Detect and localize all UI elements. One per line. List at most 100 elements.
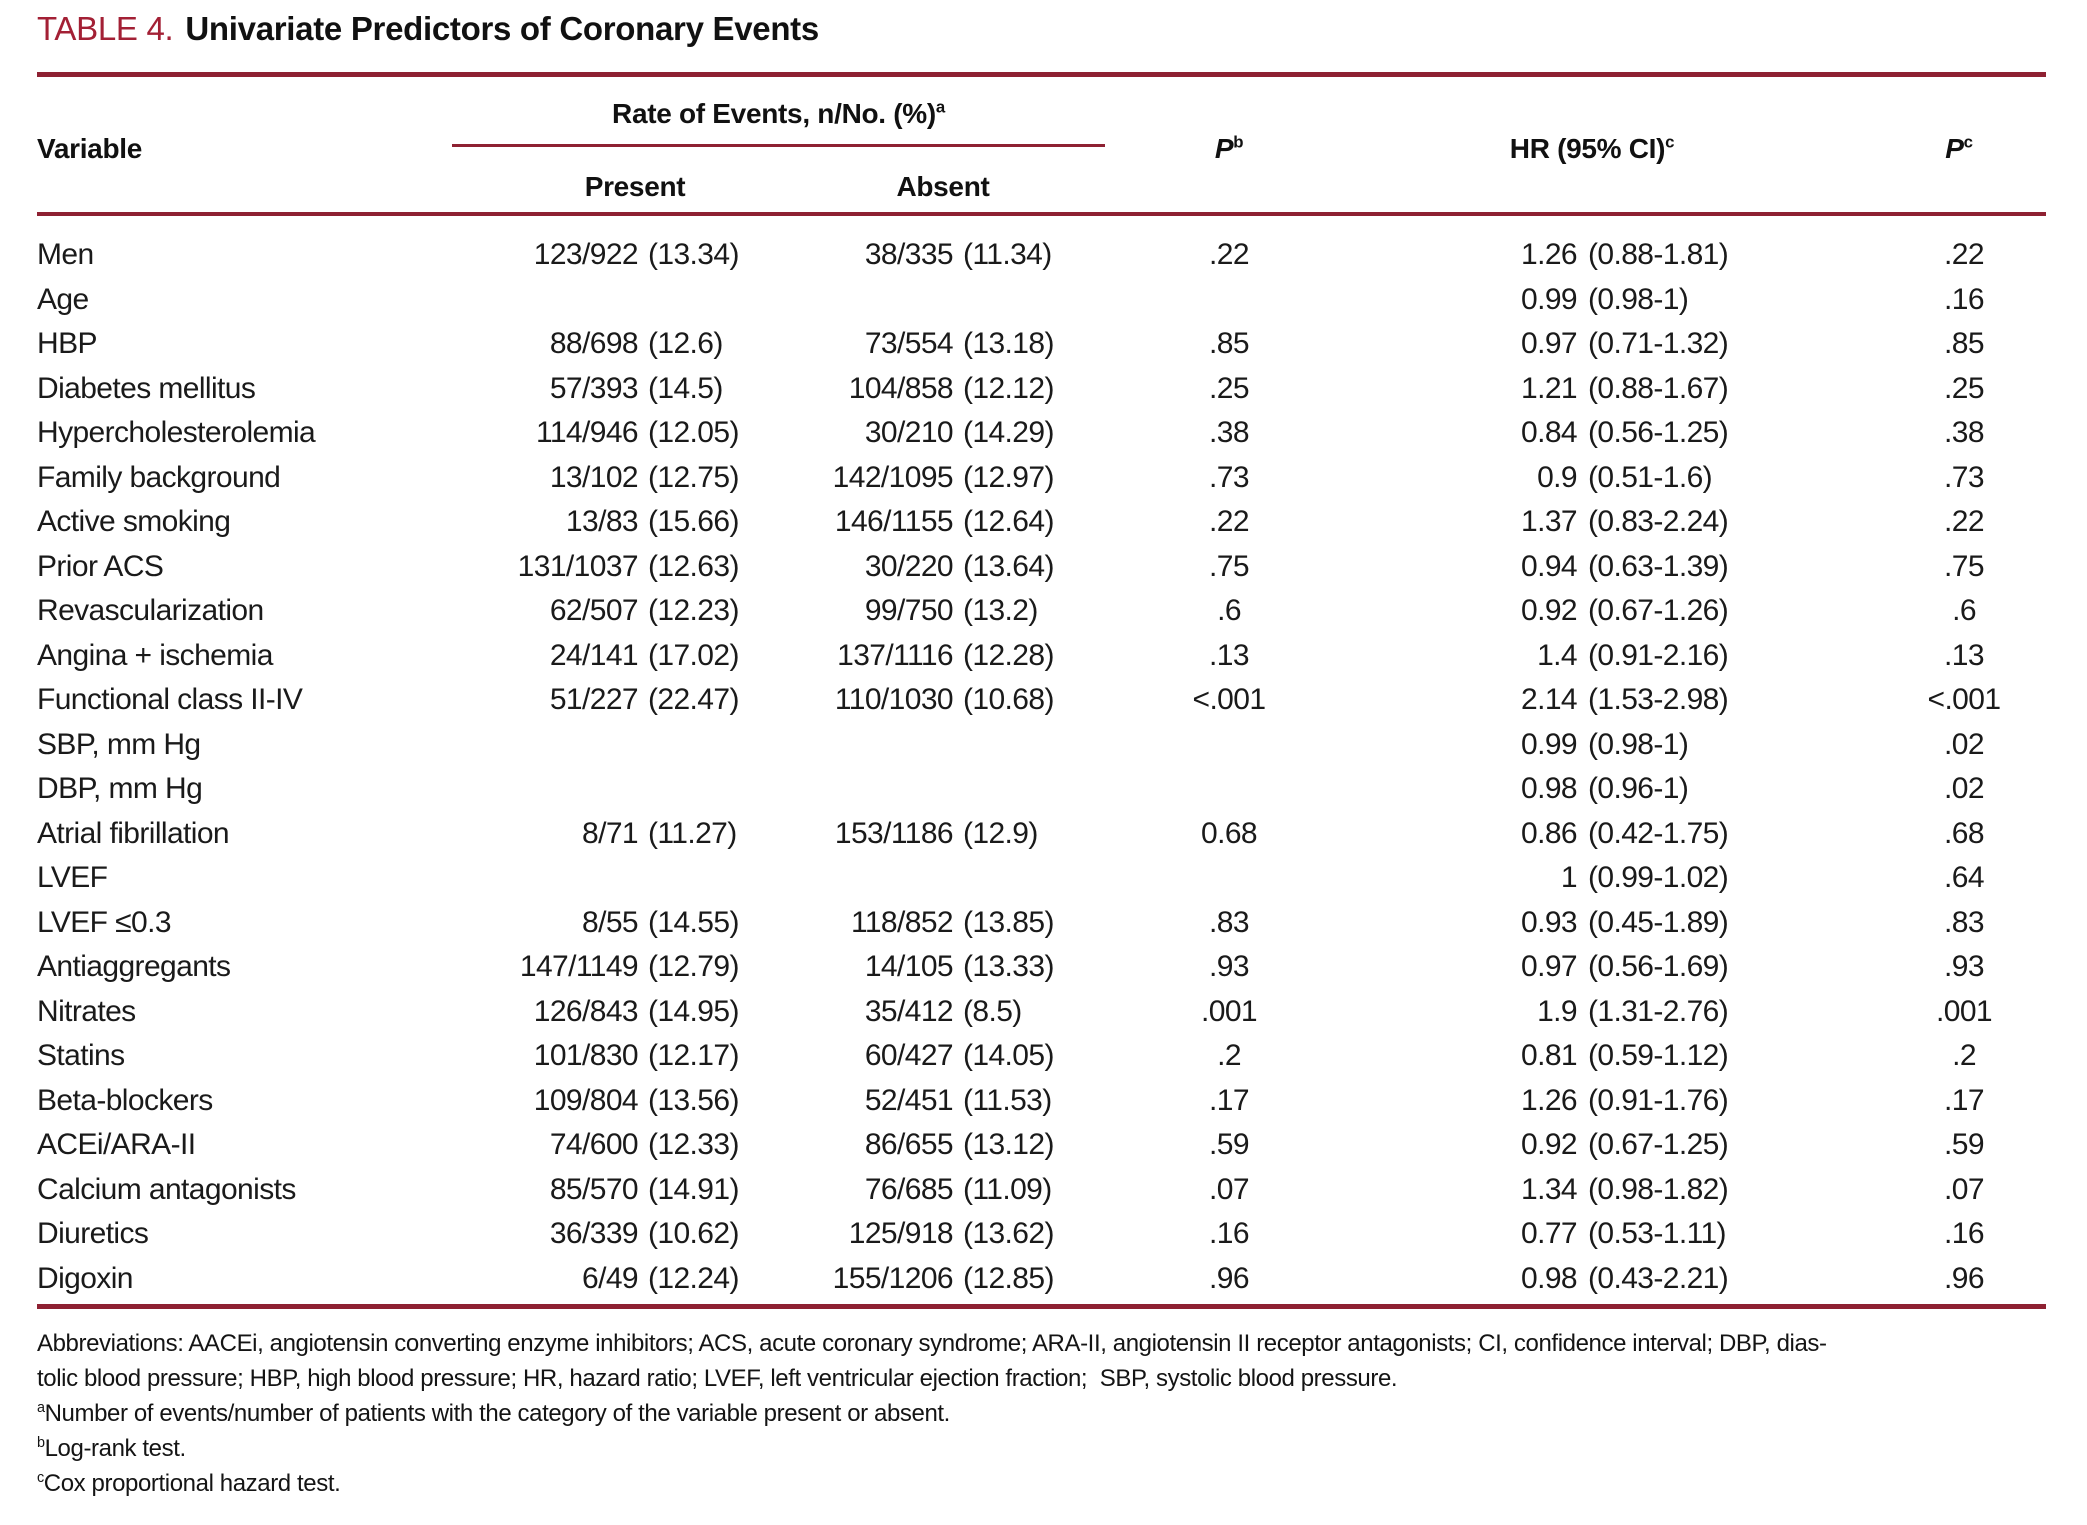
present-events: 13/102 — [549, 460, 639, 494]
row-variable: LVEF ≤0.3 — [37, 905, 172, 939]
present-rate: (10.62) — [648, 1217, 739, 1251]
present-events: 109/804 — [533, 1083, 639, 1117]
table-row: Functional class II-IV 51/227 (22.47) 110/1… — [37, 678, 2046, 723]
confidence-interval: (0.96-1) — [1588, 772, 1689, 806]
present-rate: (14.95) — [648, 994, 739, 1028]
footnote-marker-c: c — [1665, 132, 1675, 152]
p-cox-value: .75 — [1944, 549, 1985, 583]
confidence-interval: (0.63-1.39) — [1588, 549, 1729, 583]
hazard-ratio-value: 1.26 — [1521, 238, 1578, 272]
table-row: Prior ACS 131/1037 (12.63) 30/220 (13.64) .75… — [37, 545, 2046, 590]
hr-column-header: HR (95% CI)c — [1442, 133, 1742, 165]
row-variable: ACEi/ARA-II — [37, 1128, 196, 1162]
p-logrank-value: .93 — [1209, 950, 1250, 984]
row-variable: Family background — [37, 460, 281, 494]
p-cox-column-header: Pc — [1864, 133, 2054, 165]
p-cox-value: .6 — [1952, 594, 1976, 628]
present-events: 13/83 — [565, 505, 639, 539]
p-logrank-value: .96 — [1209, 1261, 1250, 1295]
p-cox-value: .85 — [1944, 327, 1985, 361]
p-logrank-value: .85 — [1209, 327, 1250, 361]
hazard-ratio-value: 1 — [1560, 861, 1578, 895]
row-variable: Diuretics — [37, 1217, 149, 1251]
top-rule — [37, 72, 2046, 77]
absent-rate: (12.85) — [963, 1261, 1054, 1295]
present-rate: (12.23) — [648, 594, 739, 628]
absent-events: 110/1030 — [834, 683, 954, 717]
absent-rate: (12.9) — [963, 816, 1038, 850]
footnotes: Abbreviations: AACEi, angiotensin conver… — [37, 1326, 2082, 1501]
footnote-text: Number of events/number of patients with… — [44, 1400, 951, 1427]
table-row: Diuretics 36/339 (10.62) 125/918 (13.62) .16 0… — [37, 1212, 2046, 1257]
table-title-text: Univariate Predictors of Coronary Events — [185, 10, 819, 47]
confidence-interval: (0.98-1) — [1588, 727, 1689, 761]
confidence-interval: (0.71-1.32) — [1588, 327, 1729, 361]
hazard-ratio-value: 0.93 — [1521, 905, 1578, 939]
hazard-ratio-value: 1.37 — [1521, 505, 1578, 539]
absent-rate: (12.97) — [963, 460, 1054, 494]
absent-events: 146/1155 — [834, 505, 954, 539]
confidence-interval: (0.51-1.6) — [1588, 460, 1713, 494]
absent-rate: (12.12) — [963, 371, 1054, 405]
footnote-line: cCox proportional hazard test. — [37, 1466, 2082, 1501]
confidence-interval: (0.91-1.76) — [1588, 1083, 1729, 1117]
p-cox-value: .93 — [1944, 950, 1985, 984]
p-cox-value: .22 — [1944, 238, 1985, 272]
p-cox-value: .07 — [1944, 1172, 1985, 1206]
table-row: Men 123/922 (13.34) 38/335 (11.34) .22 1.26 (0.… — [37, 233, 2046, 278]
confidence-interval: (0.56-1.69) — [1588, 950, 1729, 984]
confidence-interval: (0.83-2.24) — [1588, 505, 1729, 539]
table-row: DBP, mm Hg 0.98 (0.96-1) .02 — [37, 767, 2046, 812]
present-rate: (13.34) — [648, 238, 739, 272]
present-rate: (13.56) — [648, 1083, 739, 1117]
absent-rate: (13.64) — [963, 549, 1054, 583]
present-events: 131/1037 — [517, 549, 639, 583]
p-cox-value: .16 — [1944, 282, 1985, 316]
p-logrank-value: .2 — [1217, 1039, 1241, 1073]
p-logrank-value: .13 — [1209, 638, 1250, 672]
table-row: Angina + ischemia 24/141 (17.02) 137/1116 (1… — [37, 634, 2046, 679]
row-variable: Beta-blockers — [37, 1083, 213, 1117]
present-events: 114/946 — [535, 416, 639, 450]
hazard-ratio-value: 0.9 — [1537, 460, 1578, 494]
present-events: 101/830 — [533, 1039, 639, 1073]
present-column-header: Present — [584, 171, 686, 202]
absent-rate: (13.85) — [963, 905, 1054, 939]
present-events: 24/141 — [549, 638, 639, 672]
p-logrank-value: .59 — [1209, 1128, 1250, 1162]
absent-rate: (14.05) — [963, 1039, 1054, 1073]
table-rows: Men 123/922 (13.34) 38/335 (11.34) .22 1.26 (0.… — [37, 233, 2046, 1301]
row-variable: Hypercholesterolemia — [37, 416, 316, 450]
present-rate: (12.75) — [648, 460, 739, 494]
absent-events: 153/1186 — [834, 816, 954, 850]
footnote-line: bLog-rank test. — [37, 1431, 2082, 1466]
present-events: 36/339 — [549, 1217, 639, 1251]
variable-column-header: Variable — [37, 133, 143, 164]
present-events: 85/570 — [549, 1172, 639, 1206]
p-cox-label: P — [1945, 133, 1964, 164]
row-variable: Angina + ischemia — [37, 638, 273, 672]
p-cox-value: .17 — [1944, 1083, 1985, 1117]
absent-events: 52/451 — [864, 1083, 954, 1117]
p-cox-value: .83 — [1944, 905, 1985, 939]
present-events: 88/698 — [549, 327, 639, 361]
footnote-marker-a: a — [935, 97, 945, 117]
footnote-marker-c: c — [1963, 132, 1973, 152]
hazard-ratio-value: 2.14 — [1521, 683, 1578, 717]
confidence-interval: (0.98-1) — [1588, 282, 1689, 316]
hazard-ratio-value: 1.26 — [1521, 1083, 1578, 1117]
p-logrank-value: .6 — [1217, 594, 1241, 628]
footnote-marker-a: a — [37, 1400, 45, 1416]
absent-rate: (13.12) — [963, 1128, 1054, 1162]
hazard-ratio-value: 0.99 — [1521, 727, 1578, 761]
absent-events: 14/105 — [864, 950, 954, 984]
row-variable: Nitrates — [37, 994, 136, 1028]
footnote-line: Abbreviations: AACEi, angiotensin conver… — [37, 1326, 2082, 1361]
rate-of-events-underline — [452, 144, 1105, 147]
confidence-interval: (0.53-1.11) — [1588, 1217, 1727, 1251]
p-cox-value: .02 — [1944, 727, 1985, 761]
row-variable: Prior ACS — [37, 549, 164, 583]
hazard-ratio-value: 0.92 — [1521, 594, 1578, 628]
hazard-ratio-value: 1.9 — [1537, 994, 1578, 1028]
p-cox-value: .2 — [1952, 1039, 1976, 1073]
